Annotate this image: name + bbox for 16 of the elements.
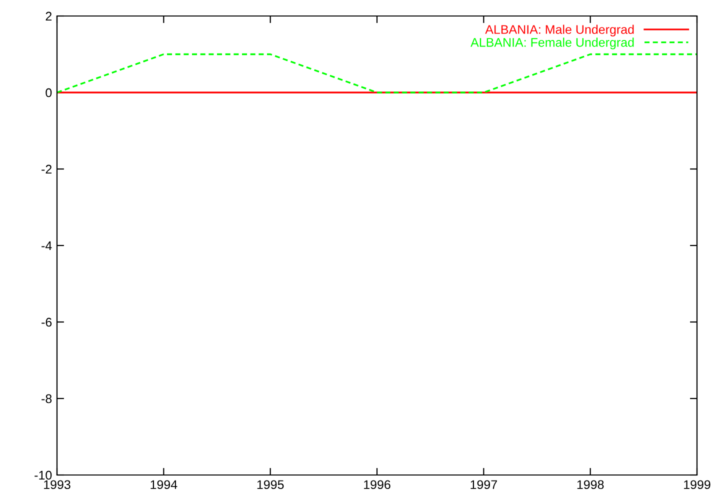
x-tick-label: 1993 <box>44 480 70 490</box>
legend-label: ALBANIA: Female Undergrad <box>470 38 634 50</box>
x-tick-label: 1995 <box>257 480 284 490</box>
y-tick-label: 0 <box>46 88 52 98</box>
y-tick-label: -8 <box>42 394 52 404</box>
y-tick-label: 2 <box>46 12 52 21</box>
y-tick-label: -4 <box>42 241 52 250</box>
y-tick-label: -2 <box>42 164 52 174</box>
y-tick-label: -10 <box>34 470 52 480</box>
legend-label: ALBANIA: Male Undergrad <box>485 24 634 36</box>
y-tick-label: -6 <box>42 318 52 327</box>
x-tick-label: 1994 <box>150 480 178 490</box>
x-tick-label: 1999 <box>684 480 710 490</box>
x-tick-label: 1998 <box>577 480 604 490</box>
x-tick-label: 1997 <box>470 480 497 490</box>
x-tick-label: 1996 <box>364 480 390 490</box>
